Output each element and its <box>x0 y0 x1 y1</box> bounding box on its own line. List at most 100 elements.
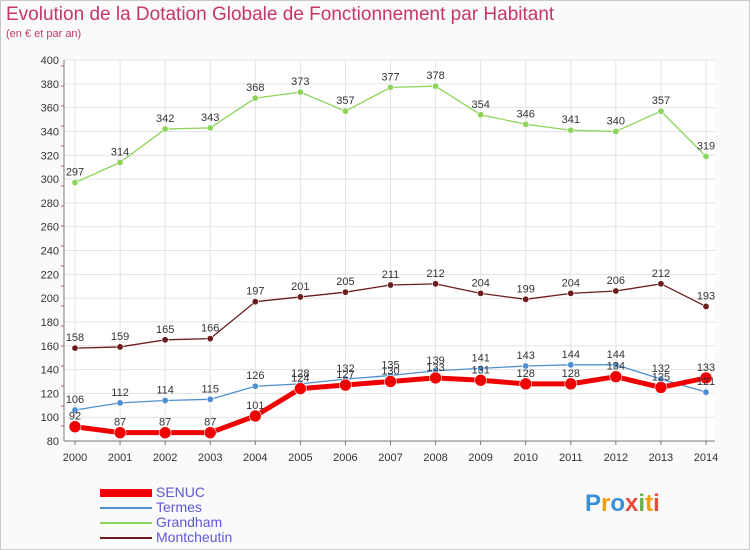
data-label: 165 <box>156 324 174 336</box>
data-label: 319 <box>697 140 715 152</box>
x-tick-label: 2013 <box>649 452 673 464</box>
x-tick-label: 2009 <box>468 452 492 464</box>
y-tick-label: 400 <box>41 55 59 67</box>
data-label: 133 <box>426 362 444 374</box>
x-tick-label: 2005 <box>288 452 312 464</box>
data-label: 112 <box>111 387 129 399</box>
data-point <box>657 280 665 288</box>
x-tick-label: 2001 <box>108 452 132 464</box>
data-point <box>341 288 349 296</box>
data-label: 92 <box>69 411 81 423</box>
y-tick-label: 140 <box>41 365 59 377</box>
data-point <box>702 388 710 396</box>
y-tick-label: 200 <box>41 293 59 305</box>
data-label: 144 <box>562 349 580 361</box>
y-tick-label: 360 <box>41 103 59 115</box>
x-tick-label: 2012 <box>604 452 628 464</box>
data-label: 204 <box>471 277 489 289</box>
data-point <box>609 370 623 384</box>
data-label: 342 <box>156 113 174 125</box>
data-point <box>567 126 575 134</box>
y-tick-label: 340 <box>41 126 59 138</box>
data-label: 197 <box>246 286 264 298</box>
data-label: 128 <box>291 368 309 380</box>
proxiti-logo: Proxiti <box>585 490 660 517</box>
data-point <box>251 382 259 390</box>
y-tick-label: 320 <box>41 150 59 162</box>
x-tick-label: 2003 <box>198 452 222 464</box>
data-label: 101 <box>246 400 264 412</box>
data-label: 115 <box>201 383 219 395</box>
data-point <box>654 381 668 394</box>
data-point <box>341 107 349 115</box>
data-point <box>477 364 485 372</box>
data-label: 144 <box>607 349 625 361</box>
data-label: 212 <box>652 268 670 280</box>
data-label: 139 <box>426 355 444 367</box>
legend-swatch <box>100 507 152 509</box>
data-point <box>206 124 214 132</box>
data-point <box>113 426 127 439</box>
data-point <box>612 361 620 369</box>
legend-label: Grandham <box>156 514 223 530</box>
x-tick-label: 2002 <box>153 452 177 464</box>
data-label: 314 <box>111 146 129 158</box>
data-label: 341 <box>562 114 580 126</box>
legend-item: Grandham <box>100 515 340 530</box>
data-label: 357 <box>336 95 354 107</box>
data-point <box>116 343 124 351</box>
data-point <box>296 293 304 301</box>
data-label: 343 <box>201 112 219 124</box>
data-label: 206 <box>607 275 625 287</box>
data-label: 87 <box>204 417 216 429</box>
data-point <box>702 302 710 310</box>
data-point <box>116 158 124 166</box>
data-label: 125 <box>652 371 670 383</box>
data-label: 354 <box>471 99 489 111</box>
data-label: 87 <box>159 417 171 429</box>
x-tick-label: 2014 <box>694 452 718 464</box>
data-label: 114 <box>156 385 174 397</box>
data-label: 193 <box>697 290 715 302</box>
data-point <box>71 344 79 352</box>
data-point <box>251 298 259 306</box>
x-tick-label: 2008 <box>423 452 447 464</box>
data-point <box>161 397 169 405</box>
data-label: 121 <box>697 376 715 388</box>
data-label: 143 <box>517 350 535 362</box>
data-label: 201 <box>291 281 309 293</box>
data-label: 127 <box>336 369 354 381</box>
data-label: 124 <box>291 373 309 385</box>
data-point <box>294 382 307 395</box>
data-point <box>567 289 575 297</box>
data-label: 132 <box>336 363 354 375</box>
data-label: 132 <box>652 363 670 375</box>
data-point <box>386 281 394 289</box>
data-label: 128 <box>517 368 535 380</box>
data-point <box>71 406 79 414</box>
data-label: 131 <box>471 364 489 376</box>
data-label: 346 <box>517 108 535 120</box>
data-point <box>248 409 262 423</box>
legend-label: Montcheutin <box>156 529 233 545</box>
data-label: 87 <box>114 417 126 429</box>
legend-swatch <box>100 489 152 497</box>
data-point <box>339 378 352 392</box>
data-label: 106 <box>66 394 84 406</box>
data-point <box>699 371 713 385</box>
data-label: 205 <box>336 276 354 288</box>
chart-legend: SENUC Termes Grandham Montcheutin <box>100 485 340 545</box>
data-label: 133 <box>697 362 715 374</box>
data-point <box>161 336 169 344</box>
legend-swatch <box>100 537 152 539</box>
data-point <box>251 94 259 102</box>
data-point <box>702 152 710 160</box>
data-point <box>206 395 214 403</box>
data-point <box>296 88 304 96</box>
data-label: 357 <box>652 95 670 107</box>
data-label: 199 <box>517 283 535 295</box>
data-point <box>612 127 620 135</box>
y-tick-label: 80 <box>47 436 59 448</box>
data-label: 204 <box>562 277 580 289</box>
